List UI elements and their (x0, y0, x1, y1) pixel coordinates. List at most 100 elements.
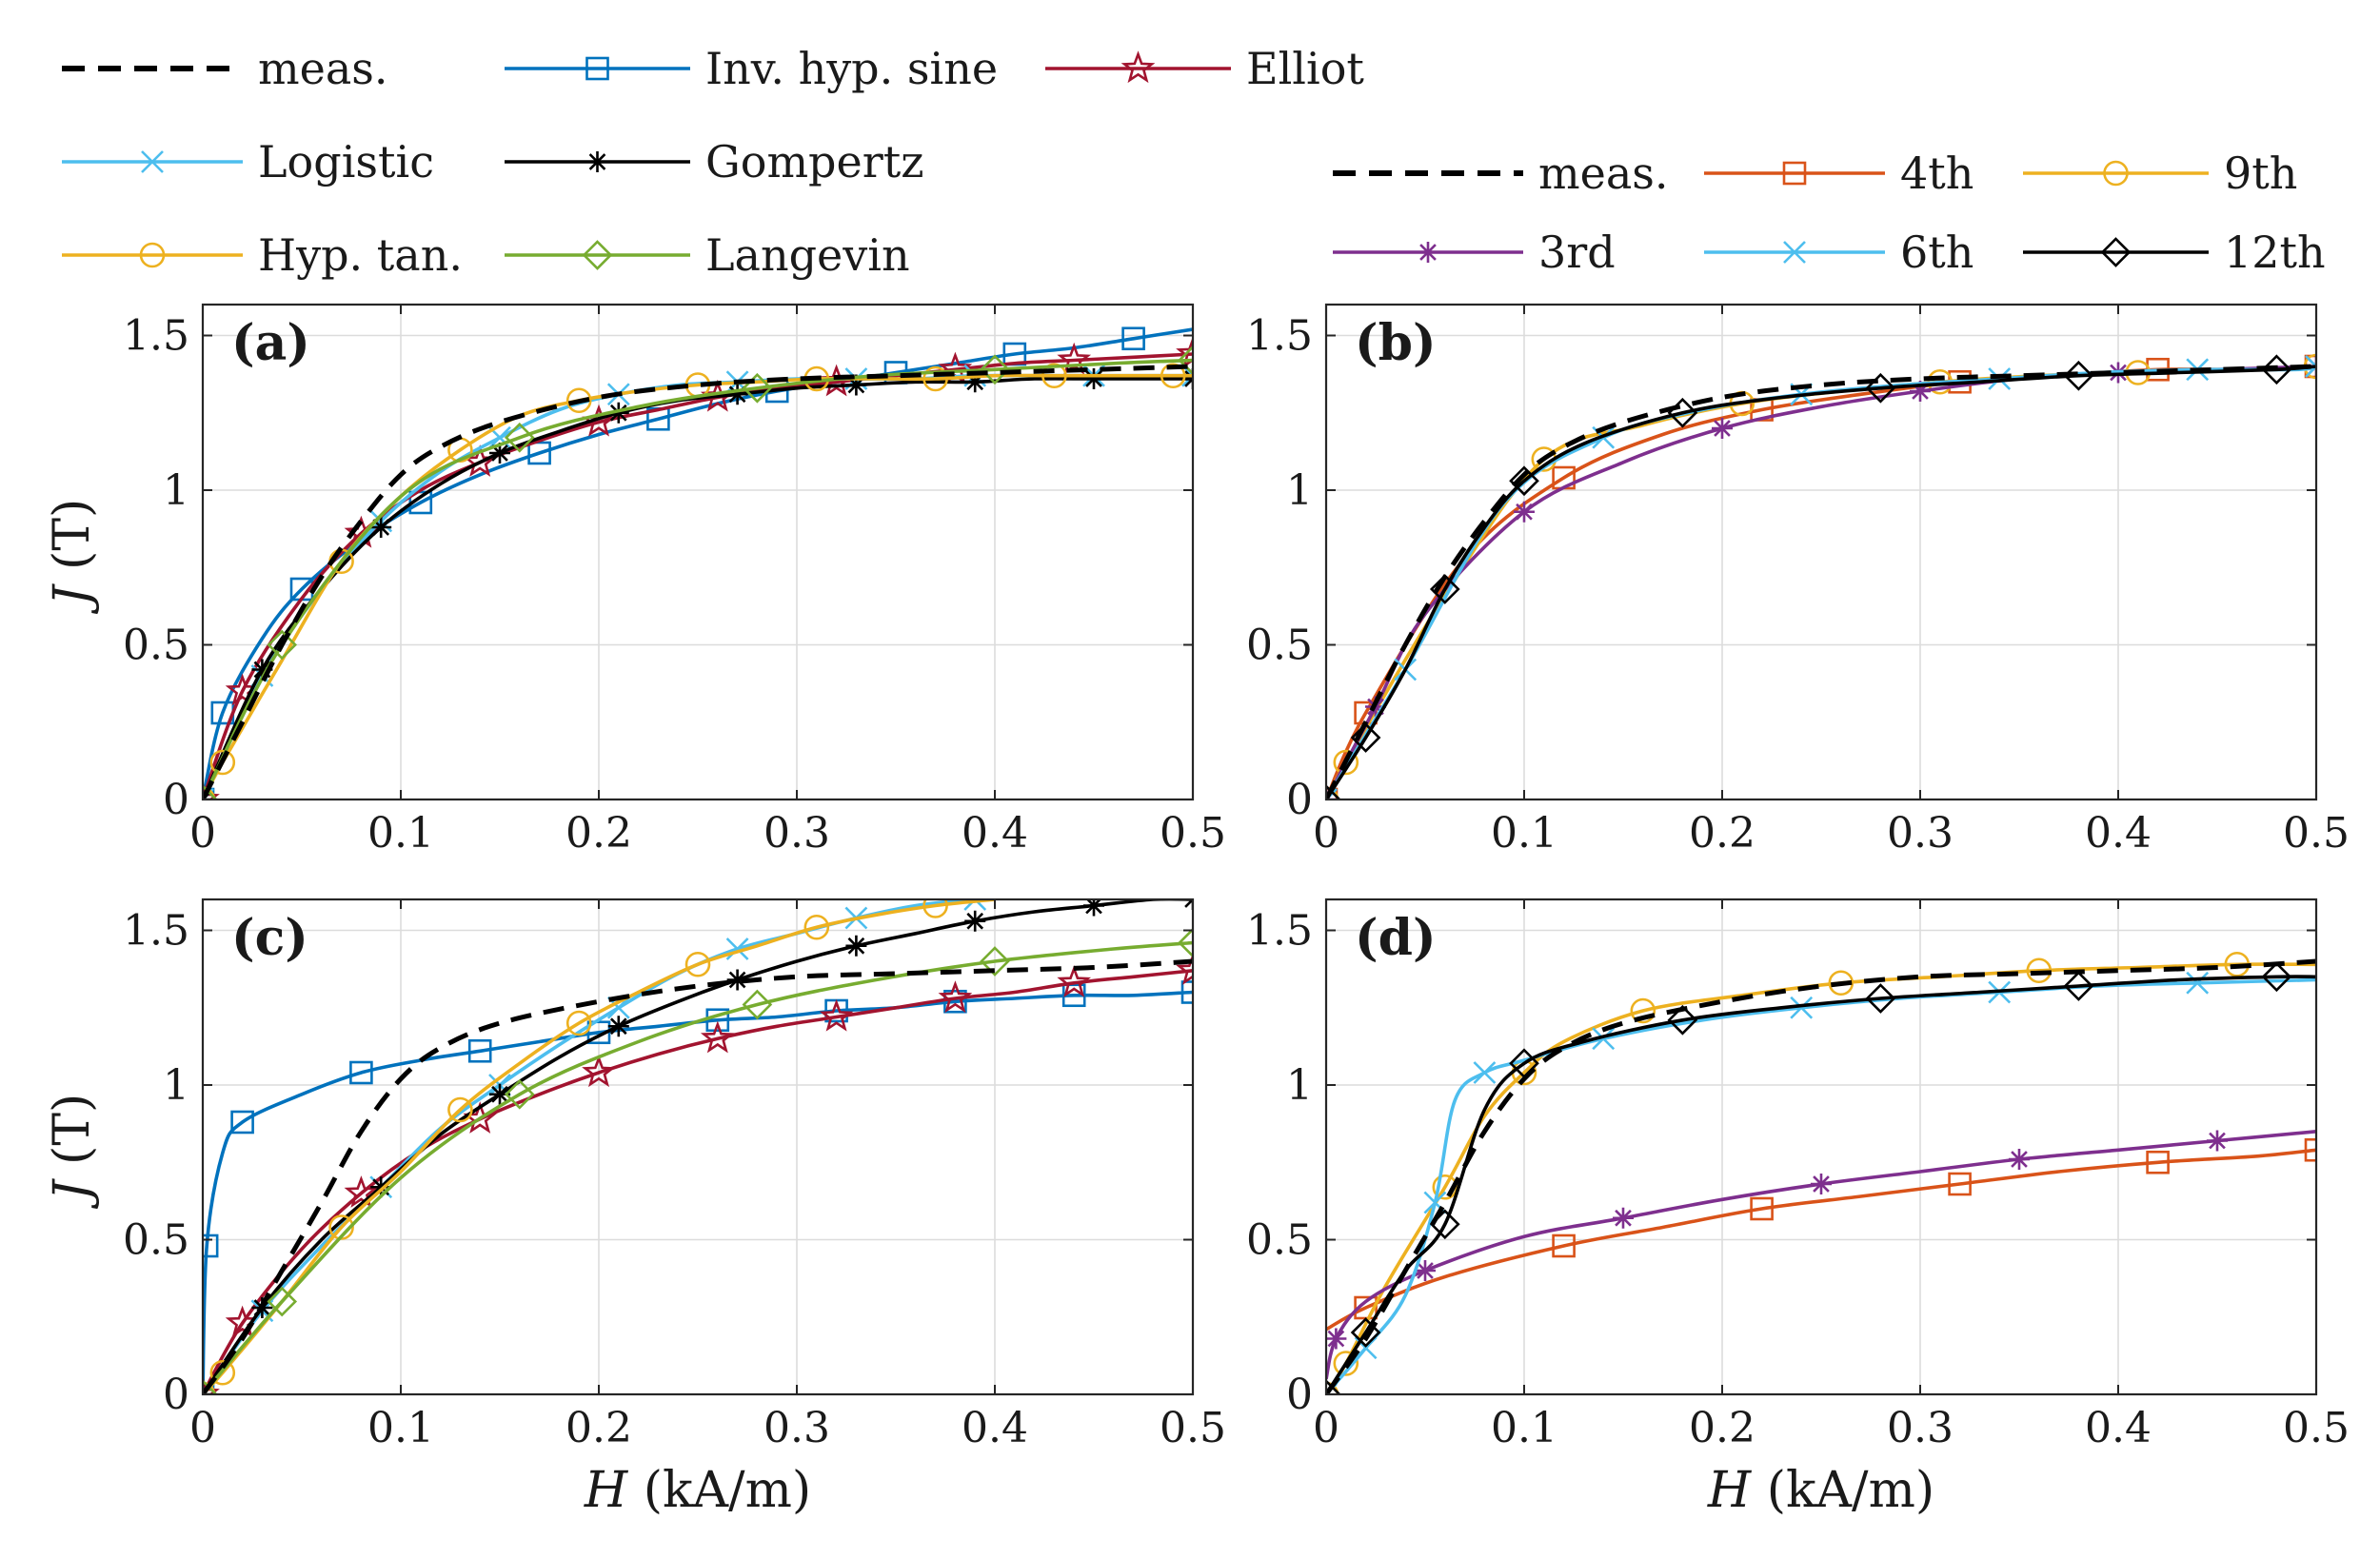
x-tick-label: 0.1 (367, 1404, 434, 1452)
legend-entry-9th: 9th (2023, 148, 2297, 199)
data-marker (1415, 1260, 1436, 1281)
y-tick-label: 1.5 (1246, 312, 1313, 361)
series-line-meas (1326, 958, 2316, 1394)
data-marker (1083, 899, 1104, 917)
data-marker (1712, 418, 1733, 439)
data-marker (1509, 465, 1539, 497)
data-marker (607, 402, 629, 424)
data-marker (565, 1010, 592, 1036)
data-marker (209, 1359, 236, 1386)
x-axis-symbol: H (1707, 1462, 1753, 1519)
series-line-hyp-tan (203, 373, 1193, 799)
data-marker (1041, 363, 1067, 389)
legend-entry-meas: meas. (1333, 148, 1669, 199)
axes-frame (201, 303, 1195, 801)
data-marker (527, 441, 551, 465)
series-line-4th (1326, 1148, 2316, 1332)
axes-frame (1324, 303, 2318, 801)
axes-frame (1324, 898, 2318, 1396)
legend-entry-gompertz: Gompertz (505, 136, 923, 187)
legend-marker (2103, 160, 2129, 187)
x-tick-label: 0.1 (1491, 809, 1557, 858)
panels: 0 0.1 0.2 0.3 0.4 0.500.511.5 (a)J (T)0 0.1 0.2 0… (44, 303, 2350, 1519)
legend-label: 4th (1900, 148, 1973, 199)
panel-b: 0 0.1 0.2 0.3 0.4 0.5 0 0.5 1 1.5 (b) (1246, 303, 2350, 858)
data-marker (980, 946, 1010, 977)
data-marker (1552, 1233, 1576, 1258)
y-tick-label: 1.5 (1246, 907, 1313, 956)
data-marker (565, 387, 592, 414)
x-tick-label: 0.4 (962, 809, 1028, 858)
data-marker (2304, 1137, 2316, 1162)
data-marker (963, 899, 987, 911)
legend-right: meas. 4th 9th 3rd 6th 12th (1333, 148, 2326, 278)
legend-entry-hyp-tan: Hyp. tan. (62, 229, 463, 281)
series-line-12th (1326, 975, 2316, 1394)
data-marker (2261, 354, 2292, 385)
y-tick-label: 1 (1286, 1061, 1313, 1110)
x-tick-label: 0.2 (1689, 1404, 1755, 1452)
x-tick-label: 0.5 (2283, 809, 2350, 858)
panel-label: (d) (1355, 909, 1437, 967)
data-marker (742, 989, 773, 1020)
data-marker (1057, 965, 1092, 997)
data-marker (504, 1078, 535, 1110)
data-marker (1811, 1174, 1832, 1194)
data-marker (1790, 996, 1814, 1019)
series-group (203, 899, 1193, 1394)
x-axis-unit: (kA/m) (627, 1462, 811, 1519)
data-marker (2009, 1149, 2030, 1170)
legend-label: Logistic (258, 136, 434, 187)
data-marker (819, 998, 854, 1032)
data-marker (2207, 1130, 2228, 1152)
panel-d: 0 0.1 0.2 0.3 0.4 0.5 0 0.5 1 1.5 (d) H (kA/m) (1246, 898, 2350, 1519)
legend-entry-3rd: 3rd (1333, 227, 1616, 278)
legend-marker (1782, 161, 1807, 186)
data-marker (230, 1110, 254, 1135)
series-line-meas (1326, 364, 2316, 799)
x-tick-label: 0.2 (1689, 809, 1755, 858)
x-axis-unit: (kA/m) (1751, 1462, 1934, 1519)
series-line-meas (203, 364, 1193, 799)
legend-label: Langevin (705, 229, 910, 281)
data-marker (1828, 970, 1854, 997)
x-tick-label: 0 (189, 1404, 216, 1452)
y-tick-label: 0 (1286, 776, 1313, 824)
panel-label: (a) (231, 314, 310, 372)
series-line-9th (1326, 962, 2316, 1394)
data-marker (2146, 1150, 2170, 1174)
legend-entry-4th: 4th (1704, 148, 1973, 199)
data-marker (1473, 1061, 1497, 1084)
data-marker (1613, 1207, 1634, 1229)
legend-marker (586, 151, 608, 172)
data-marker (1326, 1379, 1341, 1394)
series-line-meas (203, 958, 1193, 1394)
y-axis-unit: (T) (44, 499, 101, 586)
data-marker (845, 935, 867, 957)
x-tick-label: 0.2 (565, 1404, 632, 1452)
data-marker (467, 1038, 492, 1063)
legend-entry-12th: 12th (2023, 227, 2326, 278)
x-axis-symbol: H (584, 1462, 629, 1519)
data-marker (370, 517, 392, 538)
data-marker (1178, 927, 1193, 958)
panel-label: (b) (1355, 314, 1437, 372)
series-line-langevin (203, 940, 1193, 1394)
data-marker (2261, 961, 2292, 993)
data-marker (938, 980, 973, 1014)
data-marker (684, 951, 711, 977)
series-group (1326, 353, 2316, 799)
data-marker (1326, 1328, 1347, 1350)
x-tick-label: 0 (189, 809, 216, 858)
x-tick-label: 0.3 (1887, 1404, 1954, 1452)
y-tick-label: 1 (1286, 466, 1313, 515)
series-line-langevin (203, 358, 1193, 799)
data-marker (1988, 367, 2012, 390)
series-line-elliot (203, 352, 1193, 799)
data-marker (1865, 983, 1896, 1014)
legend-label: 3rd (1538, 227, 1616, 278)
data-marker (845, 374, 867, 396)
data-marker (1083, 368, 1104, 389)
data-marker (964, 910, 986, 932)
